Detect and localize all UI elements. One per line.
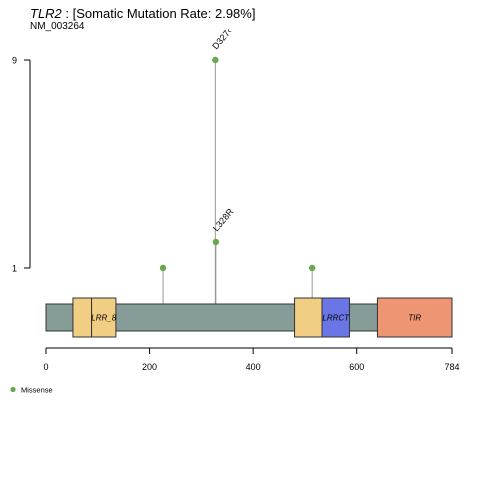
legend-marker [10,386,16,393]
x-tick-label: 400 [246,362,261,372]
mutation-point [212,56,219,64]
domain-box [376,297,453,338]
mutation-stems [162,60,313,304]
domain-box [91,297,117,338]
domain-label: LRRCT [322,314,350,323]
transcript-id: NM_003264 [30,21,85,32]
mutation-rate: : [Somatic Mutation Rate: 2.98%] [61,6,256,21]
y-tick-label: 9 [12,56,17,66]
domain-label: LRR_8 [91,314,116,323]
y-tick-label: 1 [12,264,17,274]
legend-label: Missense [21,386,53,395]
domain-box [321,297,350,338]
mutation-label: D327‹ [210,26,233,51]
mutation-points [159,56,316,272]
mutation-label: L328R [211,206,236,233]
x-axis: 0 200 400 600 784 [43,347,460,372]
protein-domains: LRR_8 LRRCT TIR [72,297,453,338]
x-tick-label: 784 [444,362,459,372]
domain-box [294,297,323,338]
chart-title: TLR2 : [Somatic Mutation Rate: 2.98%] [30,6,255,21]
domain-box [72,297,93,338]
gene-name: TLR2 [30,6,62,21]
mutation-point [159,264,167,272]
x-tick-label: 0 [43,362,48,372]
domain-label: TIR [408,314,421,323]
x-tick-label: 200 [142,362,157,372]
x-tick-label: 600 [349,362,364,372]
mutation-point [212,238,220,246]
legend: Missense [10,386,53,395]
y-axis: 19 [12,56,31,274]
mutation-point [308,264,316,272]
